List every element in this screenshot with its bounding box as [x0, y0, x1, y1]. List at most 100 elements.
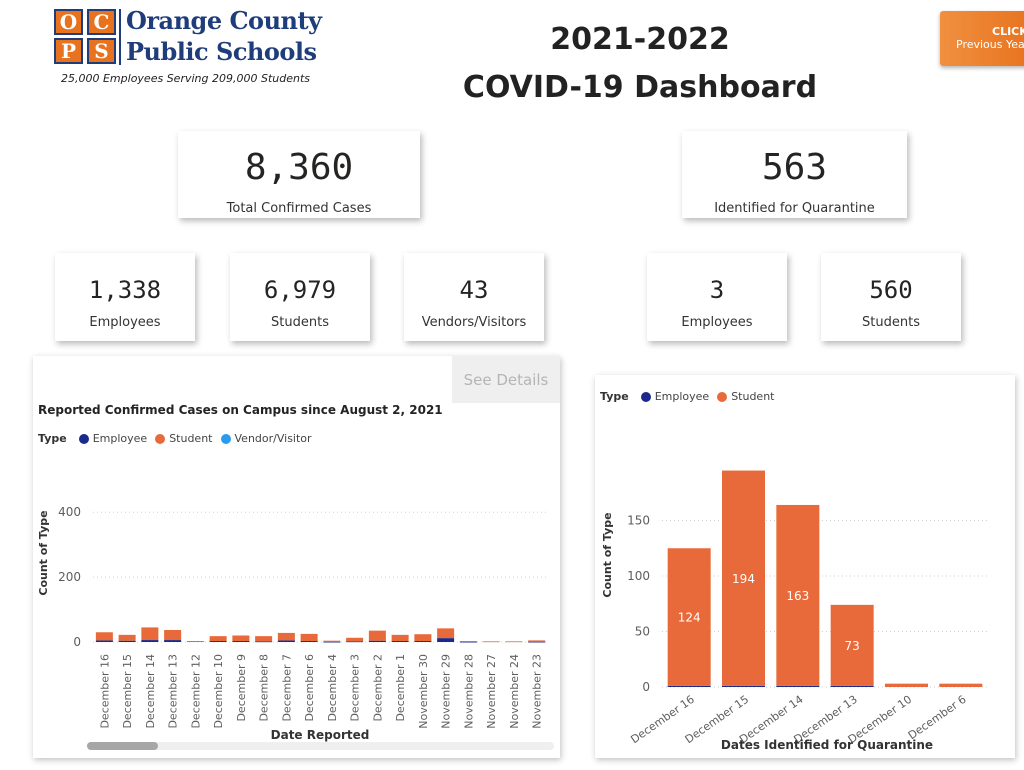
- student-cases-label: Students: [271, 315, 329, 330]
- total-confirmed-cases-label: Total Confirmed Cases: [226, 201, 372, 216]
- employee-cases-value: 1,338: [88, 276, 162, 304]
- x-tick-label: December 6: [906, 693, 969, 742]
- vendor-cases-label: Vendors/Visitors: [421, 315, 527, 330]
- bar-employee: [722, 685, 765, 687]
- bar-employee: [368, 640, 386, 642]
- y-tick-label: 0: [73, 635, 81, 649]
- x-tick-label: November 28: [462, 654, 475, 729]
- quarantine-legend-employee[interactable]: Employee: [654, 390, 710, 403]
- y-tick-label: 150: [627, 514, 650, 528]
- y-tick-label: 400: [58, 505, 81, 519]
- logo-letter: P: [54, 38, 83, 64]
- bar-student: [141, 627, 159, 641]
- bar-student: [776, 504, 820, 686]
- quarantine-legend-student[interactable]: Student: [731, 390, 775, 403]
- chart-scrollbar-track[interactable]: [87, 742, 554, 750]
- bar-student: [300, 633, 318, 642]
- x-tick-label: December 10: [212, 654, 225, 729]
- bar-student: [505, 641, 523, 643]
- quarantine-legend-title: Type: [600, 390, 629, 403]
- chart-scrollbar-thumb[interactable]: [87, 742, 158, 750]
- quarantine-employees-value: 3: [709, 276, 725, 304]
- bar-student: [414, 634, 432, 642]
- legend-student-dot: [155, 433, 166, 444]
- see-details-button[interactable]: See Details: [452, 356, 560, 403]
- legend-employee-dot: [78, 433, 89, 444]
- bar-employee: [300, 641, 318, 642]
- confirmed-cases-bar-chart: 0 200 400 Count of Type December 16 December …: [37, 505, 548, 742]
- logo-letter: S: [87, 38, 116, 64]
- employee-cases-card: 1,338 Employees: [55, 253, 195, 341]
- quarantine-students-card: 560 Students: [821, 253, 961, 341]
- x-tick-label: December 16: [98, 654, 111, 729]
- bar-student: [667, 548, 711, 686]
- bar-student: [368, 630, 386, 641]
- bar-student: [209, 636, 227, 642]
- x-tick-label: December 7: [280, 654, 293, 722]
- bar-student: [186, 641, 204, 642]
- x-tick-label: November 29: [440, 654, 453, 729]
- previous-year-button[interactable]: CLICK Previous Year: [940, 11, 1024, 66]
- bar-student: [164, 629, 182, 641]
- y-axis-label: Count of Type: [601, 512, 614, 597]
- cases-legend-vendor[interactable]: Vendor/Visitor: [234, 432, 312, 445]
- logo-letter: C: [87, 9, 116, 35]
- x-tick-label: November 30: [417, 654, 430, 729]
- logo-divider: [119, 9, 121, 65]
- x-tick-label: December 8: [258, 654, 271, 722]
- cases-legend-employee[interactable]: Employee: [92, 432, 148, 445]
- bar-employee: [277, 640, 295, 642]
- bar-employee: [255, 641, 273, 643]
- x-axis-label: Date Reported: [271, 728, 370, 742]
- bar-data-label: 194: [732, 572, 755, 586]
- dashboard-title: 2021-2022 COVID-19 Dashboard: [420, 16, 860, 112]
- bar-student: [95, 632, 113, 641]
- dashboard-title-year: 2021-2022: [550, 22, 730, 57]
- x-tick-label: December 9: [235, 654, 248, 722]
- bar-data-label: 124: [678, 611, 701, 625]
- quarantine-students-value: 560: [869, 276, 913, 304]
- bar-student: [255, 636, 273, 642]
- x-tick-label: December 13: [167, 654, 180, 729]
- bar-student: [482, 641, 500, 643]
- total-confirmed-cases-card: 8,360 Total Confirmed Cases: [178, 131, 420, 218]
- quarantine-total-label: Identified for Quarantine: [714, 201, 875, 216]
- x-axis-label: Dates Identified for Quarantine: [721, 738, 933, 752]
- x-tick-label: December 4: [326, 654, 339, 722]
- bar-student: [346, 637, 364, 642]
- bar-employee: [95, 640, 113, 642]
- org-name-line1: Orange County: [126, 6, 322, 35]
- bar-student: [277, 632, 295, 641]
- y-tick-label: 50: [635, 625, 650, 639]
- previous-year-button-line1: CLICK: [992, 25, 1024, 38]
- cases-chart-title: Reported Confirmed Cases on Campus since…: [38, 403, 443, 417]
- legend-student-dot: [717, 391, 728, 402]
- bar-student: [528, 640, 546, 642]
- bar-student: [459, 641, 477, 642]
- bar-data-label: 73: [845, 639, 860, 653]
- bar-employee: [346, 641, 364, 643]
- employee-cases-label: Employees: [89, 315, 161, 330]
- vendor-cases-card: 43 Vendors/Visitors: [404, 253, 544, 341]
- legend-vendor-dot: [220, 433, 231, 444]
- legend-employee-dot: [640, 391, 651, 402]
- bar-employee: [118, 640, 136, 642]
- cases-legend-title: Type: [38, 432, 67, 445]
- x-tick-label: December 14: [144, 654, 157, 729]
- confirmed-cases-chart-panel: [33, 356, 560, 758]
- bar-student: [232, 635, 250, 642]
- x-tick-label: December 15: [121, 654, 134, 729]
- org-name: Orange County Public Schools: [126, 5, 322, 67]
- quarantine-chart-legend: Type Employee Student: [600, 390, 775, 403]
- bar-employee: [830, 685, 874, 687]
- bar-employee: [391, 641, 409, 642]
- bar-student: [437, 628, 455, 639]
- x-tick-label: November 27: [485, 654, 498, 729]
- cases-chart-legend: Type Employee Student Vendor/Visitor: [38, 432, 312, 445]
- vendor-cases-value: 43: [459, 276, 489, 304]
- y-axis-label: Count of Type: [37, 510, 50, 595]
- bar-student: [323, 640, 341, 642]
- bar-employee: [437, 638, 455, 642]
- cases-legend-student[interactable]: Student: [169, 432, 213, 445]
- quarantine-total-value: 563: [761, 147, 828, 188]
